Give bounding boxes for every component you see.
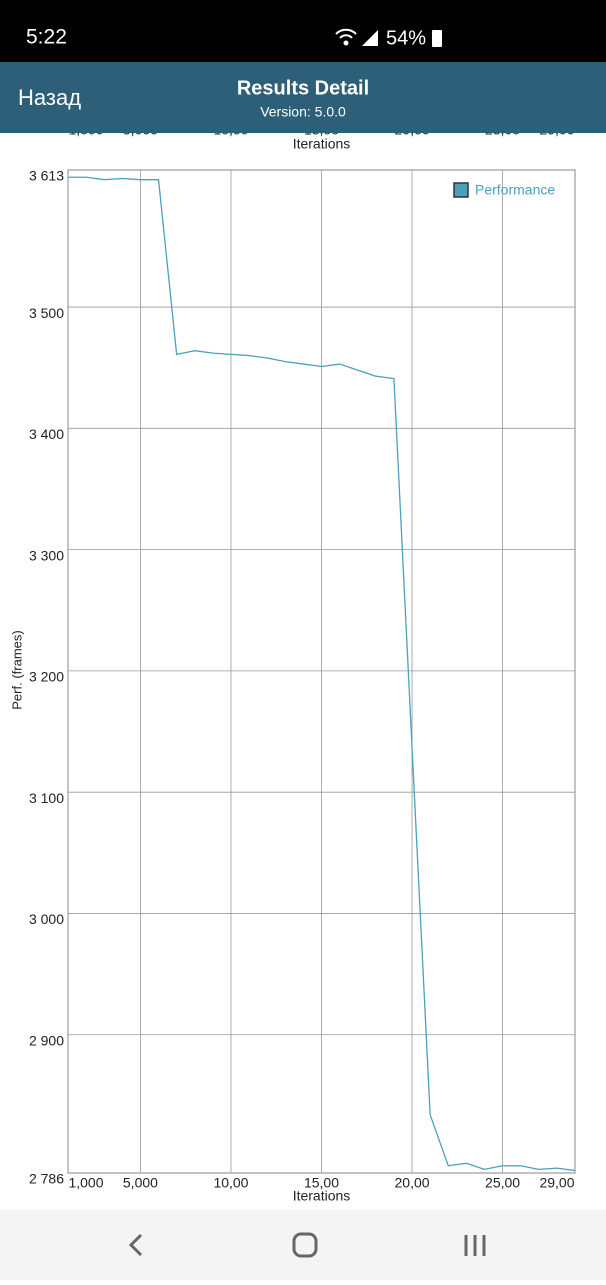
legend-label: Performance [475,182,555,198]
nav-bar [0,1210,606,1280]
y-tick-label: 3 300 [29,547,64,563]
chart: 2 786 2 900 3 000 3 100 3 200 3 300 3 400 3 500… [9,122,576,1204]
y-axis-label: Perf. (frames) [9,630,24,709]
x-tick-label: 20,00 [395,1175,430,1191]
y-tick-label: 2 786 [29,1171,64,1187]
x-tick-label: 15,00 [304,1175,339,1191]
app-header [0,62,606,133]
y-tick-label: 3 613 [29,168,64,184]
wifi-icon [335,28,357,46]
battery-icon [432,30,442,47]
y-tick-label: 2 900 [29,1032,64,1048]
x-tick-label: 1,000 [68,1175,103,1191]
data-line [68,176,576,1172]
time: 5:22 [26,26,67,49]
top-x-axis-label: Iterations [293,136,351,152]
y-tick-label: 3 500 [29,305,64,321]
y-tick-label: 3 400 [29,426,64,442]
nav-back[interactable] [128,1233,143,1257]
header-subtitle: Version: 5.0.0 [260,104,346,120]
status-bar [0,0,606,62]
header-title: Results Detail [237,77,369,99]
battery-text: 54% [386,27,426,49]
x-tick-label: 25,00 [485,1175,520,1191]
legend-swatch [453,182,469,198]
y-tick-label: 3 200 [29,669,64,685]
signal-icon [362,30,378,46]
back-button[interactable]: Назад [18,85,81,110]
x-tick-label: 29,00 [539,1175,574,1191]
x-axis-label: Iterations [293,1188,351,1204]
x-tick-label: 5,000 [123,1175,158,1191]
nav-recents[interactable] [464,1235,486,1256]
x-tick-label: 10,00 [213,1175,248,1191]
y-tick-label: 3 100 [29,790,64,806]
nav-home[interactable] [292,1232,318,1258]
y-tick-label: 3 000 [29,911,64,927]
